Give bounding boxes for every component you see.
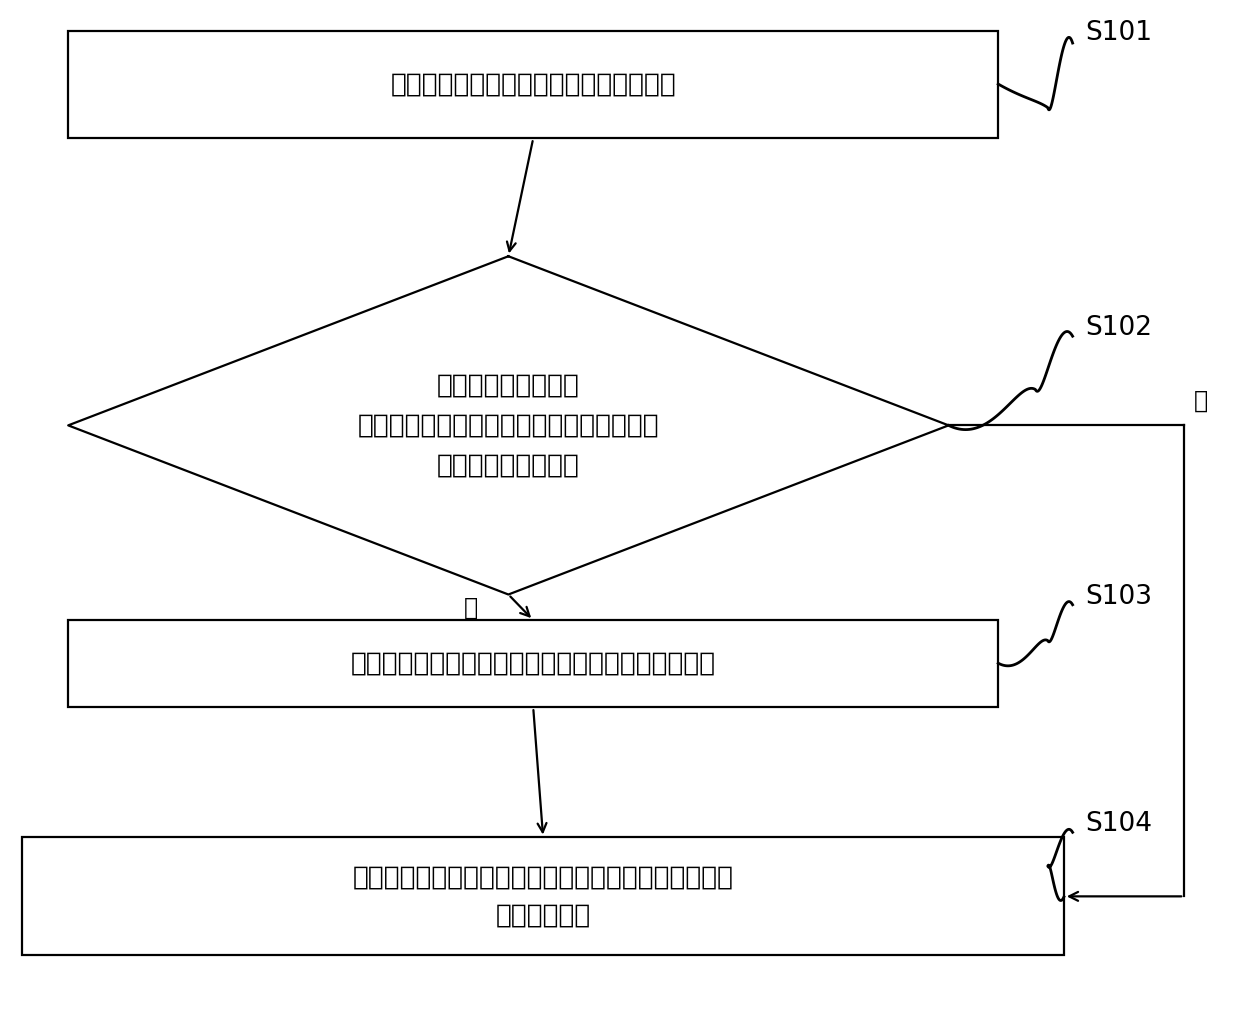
Text: 否: 否 xyxy=(1194,390,1208,413)
Text: 实时获取硬盘底板上各个区域的温度参数: 实时获取硬盘底板上各个区域的温度参数 xyxy=(391,72,676,97)
Text: S101: S101 xyxy=(1085,19,1152,46)
Text: 是: 是 xyxy=(464,596,479,619)
Text: S104: S104 xyxy=(1085,811,1152,837)
Text: S102: S102 xyxy=(1085,315,1152,341)
Bar xyxy=(22,837,1064,955)
Bar xyxy=(68,620,998,707)
Bar xyxy=(68,31,998,138)
Text: 判断在第一预设时间
周期内，各个区域中是否存在温度参数大于
预设温度阈值的区域: 判断在第一预设时间 周期内，各个区域中是否存在温度参数大于 预设温度阈值的区域 xyxy=(357,372,660,479)
Text: S103: S103 xyxy=(1085,583,1152,610)
Text: 对在第二预设时间周期内，未被校验和恢复各个区域的
数据进行校验: 对在第二预设时间周期内，未被校验和恢复各个区域的 数据进行校验 xyxy=(352,864,734,929)
Text: 对温度参数大于预设温度阈值的区域的数据进行校验: 对温度参数大于预设温度阈值的区域的数据进行校验 xyxy=(351,651,715,676)
